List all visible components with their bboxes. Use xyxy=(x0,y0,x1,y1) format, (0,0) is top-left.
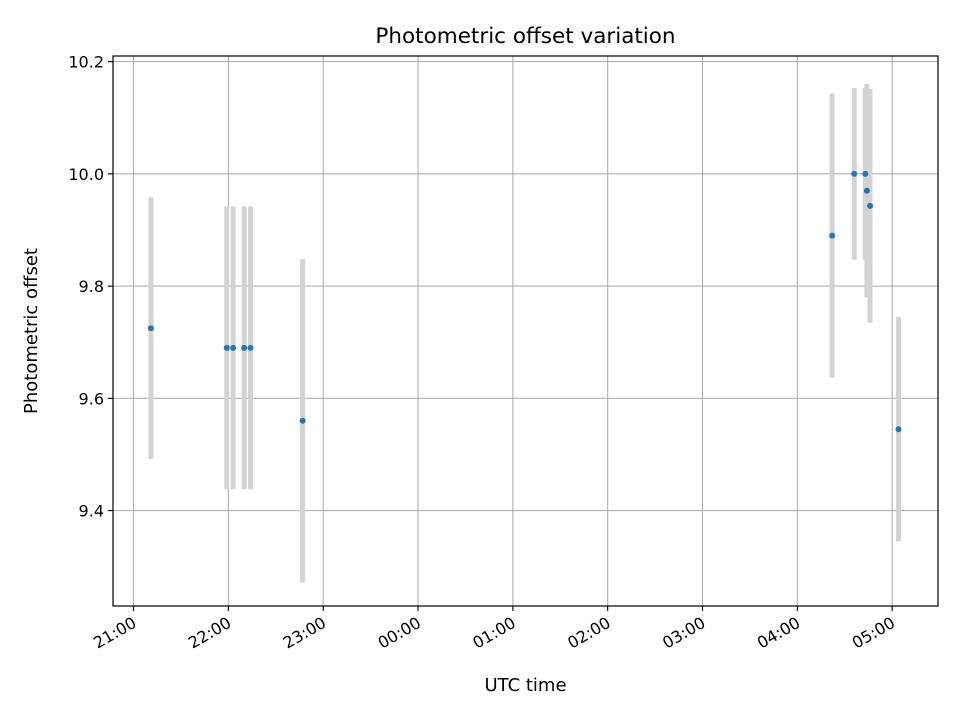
x-tick-label: 01:00 xyxy=(469,613,518,653)
x-tick-label: 21:00 xyxy=(90,613,139,653)
x-tick-label: 02:00 xyxy=(564,613,613,653)
x-tick-label: 00:00 xyxy=(375,613,424,653)
data-point xyxy=(895,426,902,433)
error-bars xyxy=(148,84,901,583)
chart-title: Photometric offset variation xyxy=(375,24,675,49)
y-tick-label: 9.4 xyxy=(79,502,104,521)
x-tick-label: 03:00 xyxy=(659,613,708,653)
data-point xyxy=(863,187,870,194)
x-tick-label: 23:00 xyxy=(280,613,329,653)
data-point xyxy=(241,344,248,351)
x-axis-label: UTC time xyxy=(484,675,566,696)
data-point xyxy=(247,344,254,351)
data-points xyxy=(147,170,902,433)
x-tick-label: 05:00 xyxy=(849,613,898,653)
data-point xyxy=(223,344,230,351)
data-point xyxy=(867,202,874,209)
y-tick-label: 10.0 xyxy=(68,165,104,184)
data-point xyxy=(829,232,836,239)
x-tick-label: 22:00 xyxy=(185,613,234,653)
y-tick-label: 9.6 xyxy=(79,389,104,408)
data-point xyxy=(299,417,306,424)
plot-area-frame xyxy=(112,55,939,607)
data-point xyxy=(862,170,869,177)
data-point xyxy=(147,325,154,332)
y-axis-label: Photometric offset xyxy=(21,248,42,414)
x-tick-label: 04:00 xyxy=(754,613,803,653)
axis-ticks: 21:00 22:00 23:00 00:00 01:00 02:00 03:00 04:00… xyxy=(68,53,898,653)
y-tick-label: 10.2 xyxy=(68,53,104,72)
data-point xyxy=(851,170,858,177)
grid xyxy=(113,56,938,606)
y-tick-label: 9.8 xyxy=(79,277,104,296)
data-point xyxy=(230,344,237,351)
